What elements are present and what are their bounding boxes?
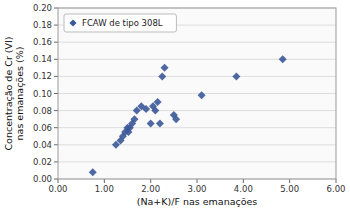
- scatter-point: [130, 115, 138, 123]
- tick-label: 0.18: [33, 20, 52, 30]
- x-axis-label: (Na+K)/F nas emanações: [137, 196, 258, 207]
- tick-label: 6.00: [327, 184, 346, 194]
- tick-mark: [289, 179, 290, 183]
- tick-mark: [54, 42, 58, 43]
- legend-box: [64, 14, 176, 32]
- tick-label: 0.20: [33, 3, 52, 13]
- tick-mark: [58, 179, 59, 183]
- grid-line: [58, 76, 336, 77]
- tick-mark: [243, 179, 244, 183]
- scatter-point: [279, 55, 287, 63]
- scatter-point: [142, 105, 150, 113]
- tick-label: 4.00: [234, 184, 253, 194]
- grid-line: [58, 127, 336, 128]
- tick-label: 0.08: [33, 106, 52, 116]
- tick-mark: [54, 25, 58, 26]
- tick-mark: [336, 179, 337, 183]
- legend-marker: [69, 19, 76, 26]
- tick-label: 0.06: [33, 123, 52, 133]
- scatter-point: [198, 91, 206, 99]
- scatter-point: [172, 115, 180, 123]
- tick-label: 5.00: [280, 184, 299, 194]
- marks: [89, 55, 287, 176]
- scatter-point: [89, 168, 97, 176]
- tick-mark: [54, 161, 58, 162]
- tick-mark: [54, 93, 58, 94]
- tick-mark: [54, 59, 58, 60]
- tick-mark: [54, 8, 58, 9]
- tick-label: 0.04: [33, 140, 52, 150]
- tick-mark: [54, 110, 58, 111]
- scatter-point: [154, 98, 162, 106]
- tick-label: 3.00: [188, 184, 207, 194]
- tick-label: 0.00: [33, 174, 52, 184]
- scatter-point: [156, 119, 164, 127]
- grid-line: [58, 161, 336, 162]
- tick-mark: [54, 179, 58, 180]
- legend-label: FCAW de tipo 308L: [82, 18, 163, 28]
- tick-mark: [54, 76, 58, 77]
- y-axis-label-line: nas emanações (%): [14, 47, 25, 141]
- grid-line: [58, 110, 336, 111]
- tick-label: 0.00: [49, 184, 68, 194]
- chart: 0.00 0.02 0.04 0.06 0.08 0.10 0.12 0.14 0.16 0.18…: [0, 0, 350, 211]
- tick-label: 0.10: [33, 89, 52, 99]
- legend: FCAW de tipo 308L: [64, 14, 176, 32]
- grid-line: [58, 93, 336, 94]
- scatter-point: [147, 119, 155, 127]
- tick-label: 1.00: [95, 184, 114, 194]
- tick-mark: [54, 144, 58, 145]
- tick-mark: [197, 179, 198, 183]
- tick-label: 0.16: [33, 37, 52, 47]
- tick-label: 0.14: [33, 54, 52, 64]
- grid-line: [58, 144, 336, 145]
- scatter-point: [158, 72, 166, 80]
- tick-label: 0.12: [33, 71, 52, 81]
- scatter-point: [151, 107, 159, 115]
- tick-label: 0.02: [33, 157, 52, 167]
- scatter-point: [232, 72, 240, 80]
- y-axis-label-line: Concentração de Cr (VI): [3, 36, 14, 150]
- scatter-point: [161, 64, 169, 72]
- y-axis-label: Concentração de Cr (VI)nas emanações (%): [3, 36, 25, 150]
- tick-label: 2.00: [141, 184, 160, 194]
- tick-mark: [104, 179, 105, 183]
- grid-line: [58, 59, 336, 60]
- tick-mark: [150, 179, 151, 183]
- plot-frame: [58, 8, 336, 179]
- grid-line: [58, 42, 336, 43]
- tick-mark: [54, 127, 58, 128]
- plot-area: [58, 8, 336, 179]
